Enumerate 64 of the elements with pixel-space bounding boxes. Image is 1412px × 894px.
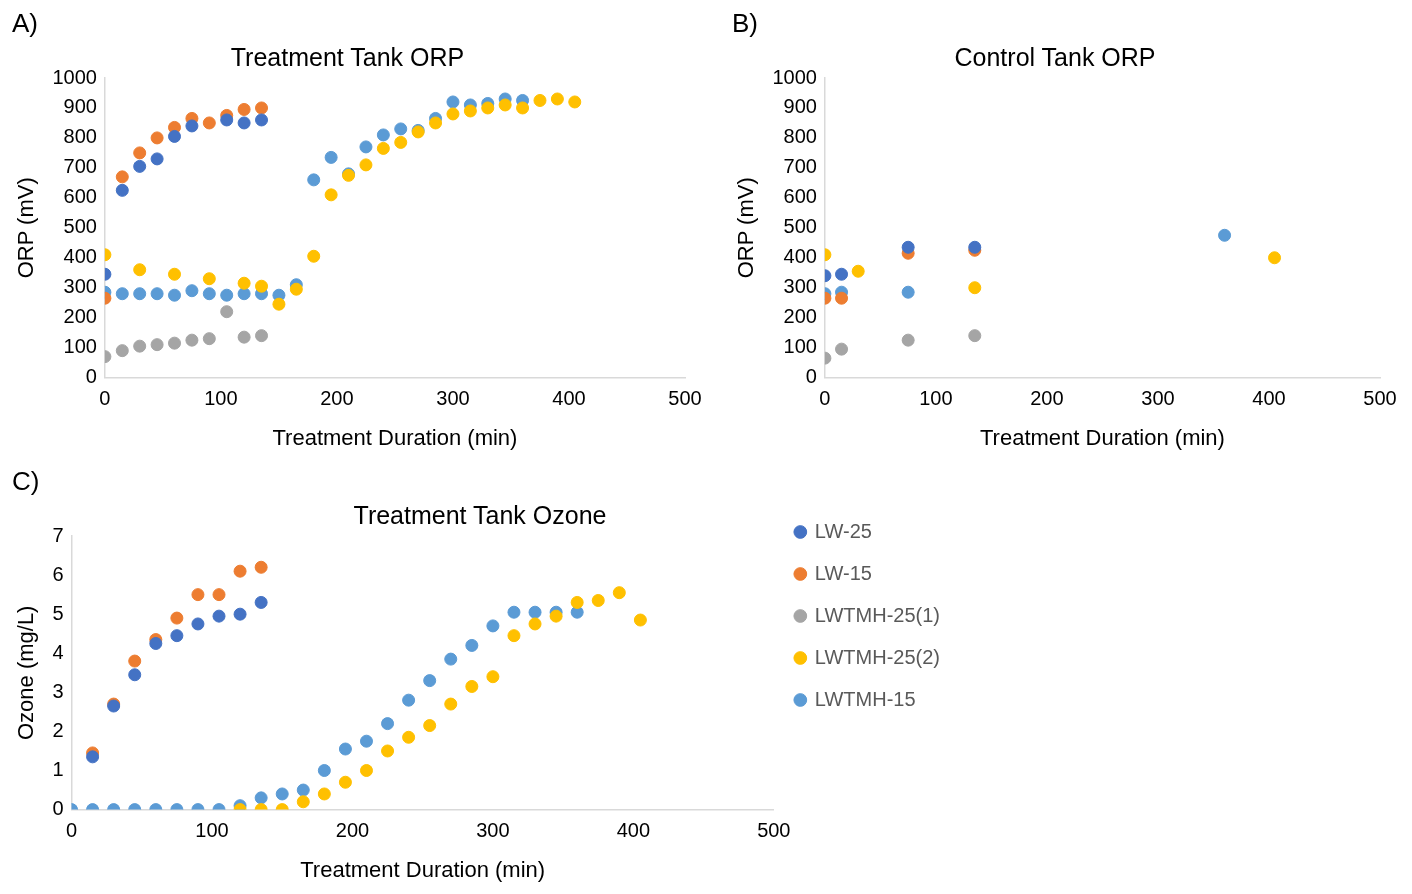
x-tick-label: 300 <box>436 387 470 410</box>
text: C) <box>12 466 40 497</box>
x-axis-title: Treatment Duration (min) <box>979 424 1225 450</box>
x-tick-label: 200 <box>335 819 370 842</box>
x-tick-label: 100 <box>204 387 238 410</box>
legend-label: LWTMH-25(1) <box>814 603 940 626</box>
chart-title: Control Tank ORP <box>954 42 1156 71</box>
text: A) <box>12 8 38 39</box>
x-tick-label: 300 <box>476 819 510 842</box>
legend-label: LWTMH-25(2) <box>814 645 940 668</box>
y-tick-label: 500 <box>783 215 817 238</box>
y-tick-label: 100 <box>783 335 817 358</box>
x-axis-title: Treatment Duration (min) <box>300 856 546 882</box>
y-tick-label: 600 <box>63 185 97 208</box>
y-tick-label: 7 <box>52 523 64 546</box>
x-tick-label: 100 <box>195 819 229 842</box>
x-tick-label: 200 <box>1030 387 1064 410</box>
y-axis-title: ORP (mV) <box>733 177 759 279</box>
y-tick-label: 700 <box>783 155 817 178</box>
y-tick-label: 0 <box>52 797 64 820</box>
y-tick-label: 1 <box>52 758 64 781</box>
x-axis-title: Treatment Duration (min) <box>272 424 518 450</box>
y-tick-label: 6 <box>52 562 64 585</box>
x-tick-label: 0 <box>819 387 831 410</box>
y-tick-label: 2 <box>52 718 64 741</box>
x-tick-label: 100 <box>919 387 953 410</box>
y-tick-label: 300 <box>63 275 97 298</box>
legend-label: LWTMH-15 <box>814 687 916 710</box>
y-tick-label: 100 <box>63 335 97 358</box>
y-tick-label: 800 <box>783 125 817 148</box>
x-tick-label: 300 <box>1141 387 1175 410</box>
y-tick-label: 600 <box>783 185 817 208</box>
y-tick-label: 700 <box>63 155 97 178</box>
x-tick-label: 400 <box>616 819 651 842</box>
y-tick-label: 900 <box>63 95 97 118</box>
text: B) <box>732 8 758 39</box>
y-tick-label: 5 <box>52 601 64 624</box>
x-tick-label: 500 <box>668 387 702 410</box>
chart-title: Treatment Tank ORP <box>230 42 465 71</box>
y-tick-label: 1000 <box>52 65 97 88</box>
x-tick-label: 400 <box>552 387 586 410</box>
y-tick-label: 400 <box>63 245 97 268</box>
y-tick-label: 800 <box>63 125 97 148</box>
legend-label: LW-25 <box>814 519 872 542</box>
y-tick-label: 3 <box>52 679 64 702</box>
x-tick-label: 200 <box>320 387 354 410</box>
legend-label: LW-15 <box>814 561 872 584</box>
y-tick-label: 1000 <box>772 65 817 88</box>
y-axis-title: ORP (mV) <box>13 177 39 279</box>
y-tick-label: 0 <box>85 365 97 388</box>
x-tick-label: 500 <box>1363 387 1397 410</box>
y-tick-label: 400 <box>783 245 817 268</box>
y-tick-label: 4 <box>52 640 64 663</box>
chart-title: Treatment Tank Ozone <box>353 500 607 529</box>
y-tick-label: 900 <box>783 95 817 118</box>
y-tick-label: 200 <box>63 305 97 328</box>
y-tick-label: 500 <box>63 215 97 238</box>
y-tick-label: 200 <box>783 305 817 328</box>
x-tick-label: 400 <box>1252 387 1286 410</box>
x-tick-label: 0 <box>99 387 111 410</box>
y-tick-label: 300 <box>783 275 817 298</box>
x-tick-label: 500 <box>757 819 791 842</box>
y-tick-label: 0 <box>805 365 817 388</box>
y-axis-title: Ozone (mg/L) <box>13 605 39 741</box>
